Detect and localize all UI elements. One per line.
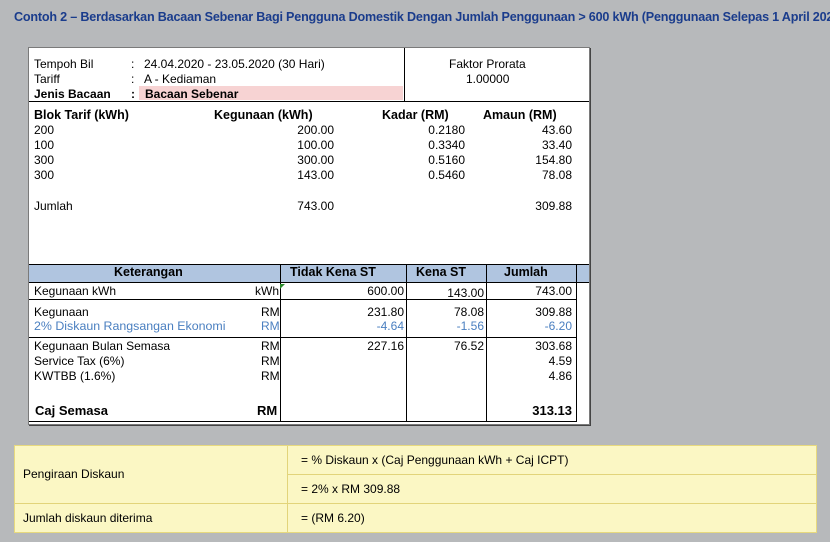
col-divider bbox=[406, 264, 407, 422]
row-divider bbox=[29, 299, 577, 300]
header-divider bbox=[404, 48, 405, 101]
amaun-value: 43.60 bbox=[541, 123, 572, 137]
blok-header: Blok Tarif (kWh) bbox=[34, 108, 129, 122]
pengiraan-label: Pengiraan Diskaun bbox=[23, 467, 125, 481]
bulan-label: Kegunaan Bulan Semasa bbox=[34, 339, 171, 353]
note-col-divider bbox=[287, 446, 288, 532]
row-divider bbox=[29, 421, 577, 422]
caj-jumlah: 313.13 bbox=[532, 403, 572, 418]
diskaun-jumlah: -6.20 bbox=[544, 319, 572, 333]
tariff-label: Tariff bbox=[34, 72, 60, 86]
kegunaan-jumlah: 309.88 bbox=[535, 305, 572, 319]
diskaun-unit: RM bbox=[261, 319, 280, 333]
formula-1: = % Diskaun x (Caj Penggunaan kWh + Caj … bbox=[301, 453, 569, 467]
note-row-divider bbox=[287, 474, 816, 475]
row-divider bbox=[29, 337, 577, 338]
tempoh-label: Tempoh Bil bbox=[34, 57, 94, 71]
kegunaan-header: Kegunaan (kWh) bbox=[214, 108, 313, 122]
col-divider bbox=[486, 264, 487, 422]
kwh-kena: 143.00 bbox=[447, 286, 484, 300]
jumlah-diskaun-label: Jumlah diskaun diterima bbox=[23, 511, 153, 525]
amaun-value: 33.40 bbox=[541, 138, 572, 152]
amaun-header: Amaun (RM) bbox=[483, 108, 557, 122]
discount-calculation-box: Pengiraan Diskaun = % Diskaun x (Caj Pen… bbox=[14, 445, 817, 533]
blok-value: 300 bbox=[34, 168, 55, 182]
diskaun-label: 2% Diskaun Rangsangan Ekonomi bbox=[34, 319, 226, 333]
blok-value: 200 bbox=[34, 123, 55, 137]
kegunaan-value: 300.00 bbox=[297, 153, 334, 167]
kwtbb-label: KWTBB (1.6%) bbox=[34, 369, 116, 383]
kegunaan-kena: 78.08 bbox=[453, 305, 484, 319]
colon: : bbox=[131, 72, 135, 86]
kwh-tidak-kena: 600.00 bbox=[367, 284, 404, 298]
jumlah-kegunaan: 743.00 bbox=[297, 199, 334, 213]
service-jumlah: 4.59 bbox=[548, 354, 572, 368]
caj-label: Caj Semasa bbox=[35, 403, 108, 418]
kwtbb-unit: RM bbox=[261, 369, 280, 383]
bulan-tidak-kena: 227.16 bbox=[367, 339, 404, 353]
colon: : bbox=[131, 57, 135, 71]
kegunaan-value: 143.00 bbox=[297, 168, 334, 182]
kena-header: Kena ST bbox=[416, 265, 467, 279]
tempoh-value: 24.04.2020 - 23.05.2020 (30 Hari) bbox=[144, 57, 325, 71]
bill-sample: Tempoh Bil : 24.04.2020 - 23.05.2020 (30… bbox=[28, 47, 590, 425]
col-divider bbox=[280, 264, 281, 422]
tariff-value: A - Kediaman bbox=[144, 72, 217, 86]
diskaun-tidak-kena: -4.64 bbox=[376, 319, 404, 333]
col-divider bbox=[576, 264, 577, 422]
bill-header bbox=[29, 48, 589, 102]
page-title: Contoh 2 – Berdasarkan Bacaan Sebenar Ba… bbox=[14, 10, 830, 24]
kwh-label: Kegunaan kWh bbox=[34, 284, 117, 298]
formula-2: = 2% x RM 309.88 bbox=[301, 482, 401, 496]
jenis-highlight bbox=[139, 86, 403, 100]
kadar-header: Kadar (RM) bbox=[382, 108, 449, 122]
kwh-jumlah: 743.00 bbox=[535, 284, 572, 298]
table-header-row bbox=[29, 264, 589, 283]
faktor-label: Faktor Prorata bbox=[449, 57, 526, 71]
kwtbb-jumlah: 4.86 bbox=[548, 369, 572, 383]
tidak-kena-header: Tidak Kena ST bbox=[290, 265, 376, 279]
kadar-value: 0.5460 bbox=[428, 168, 465, 182]
kadar-value: 0.5160 bbox=[428, 153, 465, 167]
kadar-value: 0.2180 bbox=[428, 123, 465, 137]
kegunaan-value: 100.00 bbox=[297, 138, 334, 152]
bulan-unit: RM bbox=[261, 339, 280, 353]
jumlah-label: Jumlah bbox=[34, 199, 73, 213]
caj-unit: RM bbox=[257, 403, 278, 418]
kadar-value: 0.3340 bbox=[428, 138, 465, 152]
faktor-value: 1.00000 bbox=[466, 72, 510, 86]
kegunaan-value: 200.00 bbox=[297, 123, 334, 137]
bulan-jumlah: 303.68 bbox=[535, 339, 572, 353]
jumlah-header: Jumlah bbox=[504, 265, 548, 279]
kegunaan-unit: RM bbox=[261, 305, 280, 319]
note-row-divider bbox=[15, 503, 816, 504]
service-label: Service Tax (6%) bbox=[34, 354, 125, 368]
service-unit: RM bbox=[261, 354, 280, 368]
cell-marker-icon bbox=[280, 284, 285, 289]
keterangan-header: Keterangan bbox=[114, 265, 183, 279]
diskaun-kena: -1.56 bbox=[456, 319, 484, 333]
jumlah-diskaun-value: = (RM 6.20) bbox=[301, 511, 365, 525]
bulan-kena: 76.52 bbox=[453, 339, 484, 353]
jumlah-amaun: 309.88 bbox=[535, 199, 572, 213]
kegunaan-label: Kegunaan bbox=[34, 305, 89, 319]
blok-value: 100 bbox=[34, 138, 55, 152]
kwh-unit: kWh bbox=[255, 284, 279, 298]
colon: : bbox=[131, 87, 135, 101]
blok-value: 300 bbox=[34, 153, 55, 167]
amaun-value: 78.08 bbox=[541, 168, 572, 182]
kegunaan-tidak-kena: 231.80 bbox=[367, 305, 404, 319]
jenis-value: Bacaan Sebenar bbox=[145, 87, 239, 101]
jenis-label: Jenis Bacaan bbox=[34, 87, 111, 101]
amaun-value: 154.80 bbox=[535, 153, 572, 167]
